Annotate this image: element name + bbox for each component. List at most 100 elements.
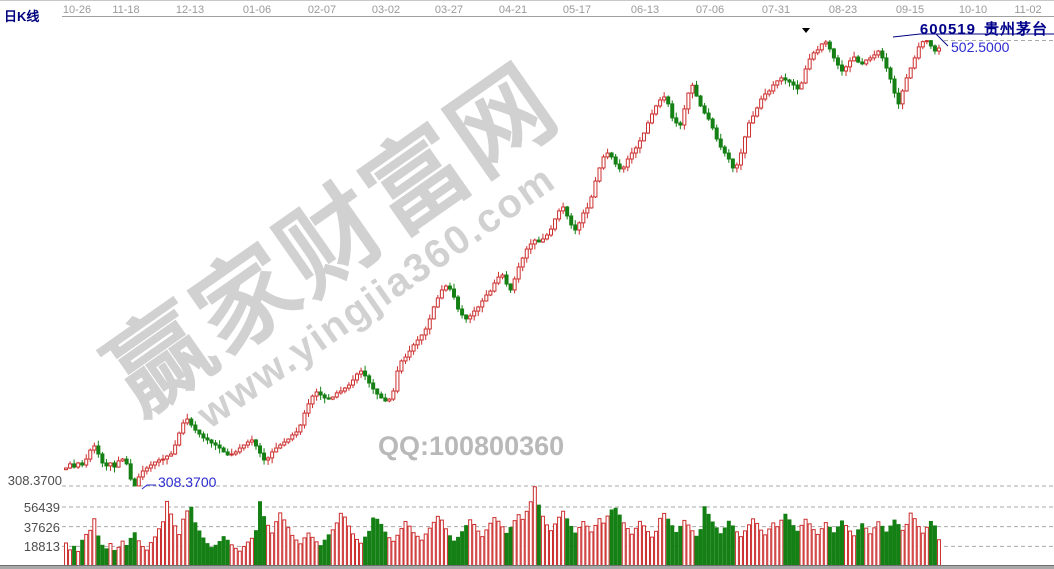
candle-body [561,206,566,212]
volume-bar [302,537,307,567]
candle-body [399,360,404,372]
volume-bar [290,534,295,567]
candle-body [468,315,473,320]
volume-bar [371,517,376,567]
volume-bar [738,536,743,567]
candle-body [860,61,865,65]
volume-bar [641,525,646,567]
volume-bar [500,526,505,567]
volume-bar [201,537,206,567]
volume-bar [274,521,279,567]
volume-bar [338,512,343,567]
volume-bar [136,540,141,567]
candle-body [548,228,553,236]
low-annotation-pointer [141,484,156,490]
volume-bar [249,537,254,567]
x-axis-date-tick: 11-18 [112,4,140,16]
candle-body [213,442,218,446]
candle-body [379,393,384,399]
candle-body [427,318,432,330]
candle-body [156,459,161,463]
candle-body [100,453,105,464]
x-axis-date-tick: 09-15 [895,4,925,16]
candle-body [920,41,925,48]
candle-body [249,439,254,443]
x-axis-date-tick: 10-26 [62,4,92,16]
volume-bar [763,534,768,567]
volume-bar [633,527,638,567]
volume-bar [827,526,832,567]
volume-bar [884,531,889,567]
candle-body [270,451,275,459]
candle-body [266,457,271,461]
volume-bar [140,546,145,567]
volume-bar [734,531,739,567]
volume-bar [852,535,857,567]
volume-bar [742,530,747,567]
volume-bar [132,532,137,567]
candle-body [161,458,166,461]
candle-body [803,68,808,84]
volume-bar [435,515,440,567]
volume-bar [880,525,885,567]
candle-body [799,82,804,90]
volume-bar [811,529,816,567]
volume-bar [585,525,590,567]
volume-bar [601,522,606,567]
stock-code: 600519 [919,21,976,38]
candle-body [500,274,505,278]
volume-bar [645,531,650,567]
candle-body [140,470,145,478]
candle-body [852,56,857,62]
volume-bar [605,515,610,567]
candle-body [569,215,574,226]
volume-bar [835,526,840,567]
volume-bar [864,527,869,567]
candle-body [637,140,642,149]
candle-body [912,57,917,69]
volume-bar [229,544,234,567]
candle-body [262,452,267,461]
candle-body [278,444,283,449]
volume-bar [799,524,804,567]
candle-body [124,458,129,465]
candle-body [419,334,424,341]
volume-bar [270,532,275,567]
volume-bar [262,516,267,567]
volume-bar [209,547,214,567]
candle-body [148,464,153,469]
volume-bar [322,539,327,567]
candle-body [258,445,263,454]
volume-bar [225,539,230,567]
candle-body [177,432,182,446]
candle-body [338,390,343,394]
volume-bar [314,541,319,567]
candle-body [609,152,614,158]
volume-bar [193,522,198,567]
low-price-annotation: 308.3700 [158,474,217,490]
candle-body [605,152,610,158]
candle-body [165,455,170,460]
candle-body [173,444,178,455]
candle-body [181,422,186,434]
volume-bar [597,518,602,567]
candle-body [682,108,687,126]
candle-body [516,266,521,280]
volume-bar [496,520,501,567]
candle-body [286,438,291,443]
candle-body [577,222,582,231]
high-annotation-line [892,33,1054,38]
x-axis-date-tick: 03-27 [434,4,464,16]
candle-body [795,84,800,90]
volume-bar [439,519,444,567]
candle-body [835,57,840,66]
volume-bar [904,523,909,567]
candle-body [512,278,517,291]
candle-body [302,412,307,426]
volume-bar [173,525,178,567]
candle-body [613,156,618,165]
volume-bar [932,525,937,567]
volume-axis-tick: 37626 [23,519,60,535]
candle-body [718,138,723,148]
candle-body [690,84,695,94]
